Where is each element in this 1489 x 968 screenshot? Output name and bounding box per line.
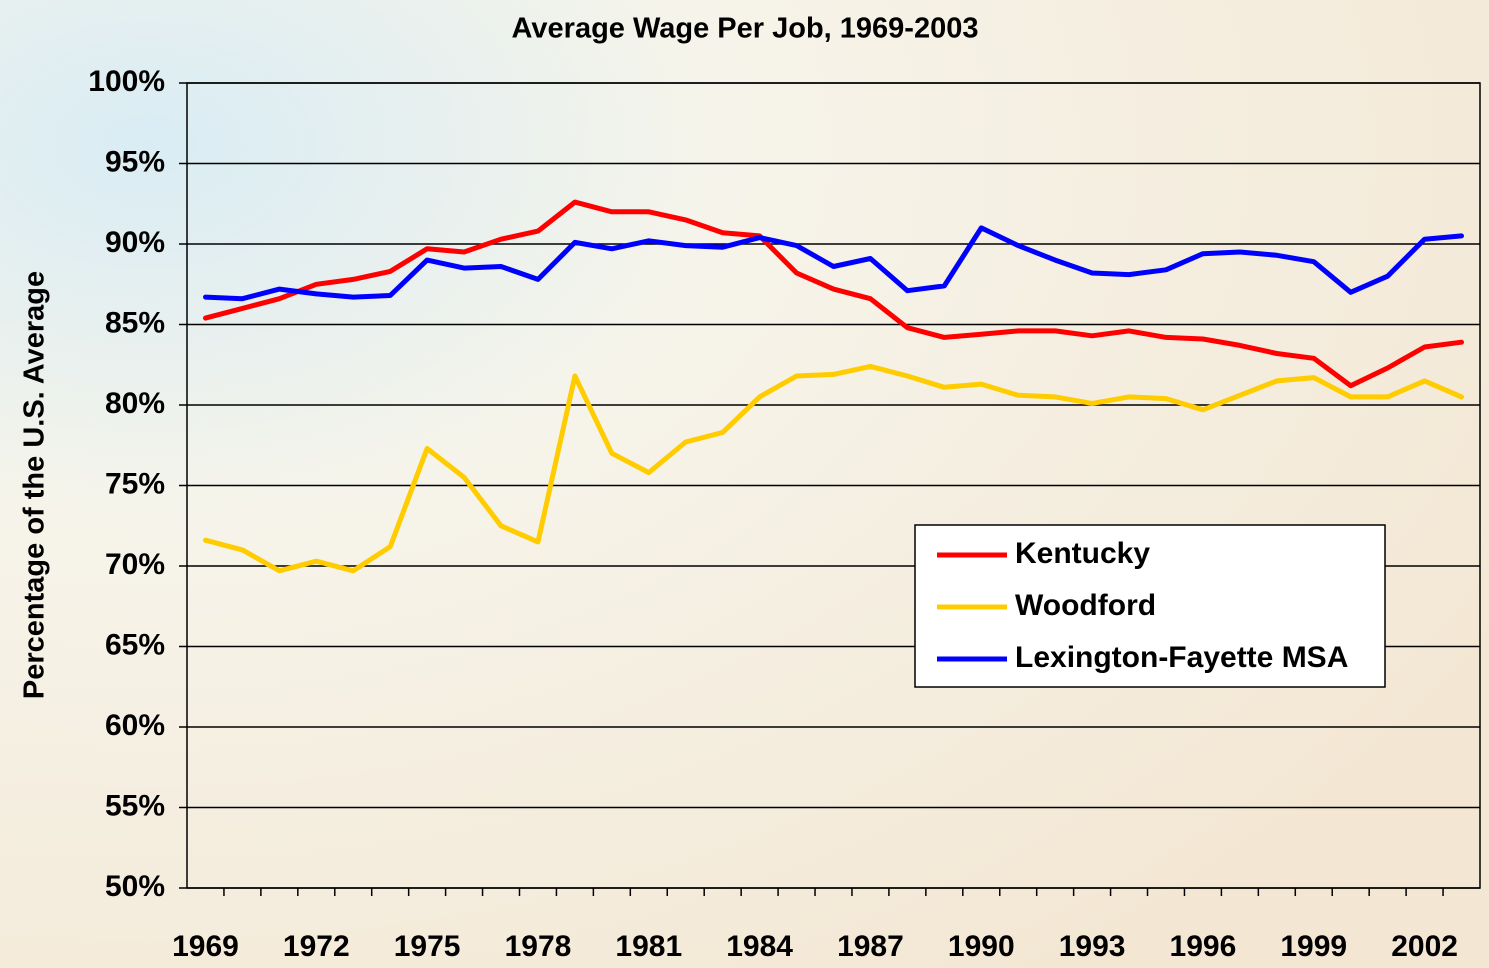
legend-label: Woodford xyxy=(1015,589,1156,622)
y-axis-label: Percentage of the U.S. Average xyxy=(19,271,51,699)
y-tick-label: 90% xyxy=(105,226,165,259)
y-tick-label: 60% xyxy=(105,709,165,742)
x-tick-label: 1984 xyxy=(726,930,793,963)
x-tick-label: 1993 xyxy=(1059,930,1126,963)
y-tick-label: 80% xyxy=(105,387,165,420)
x-tick-label: 1999 xyxy=(1280,930,1347,963)
x-tick-label: 1981 xyxy=(615,930,682,963)
chart-title: Average Wage Per Job, 1969-2003 xyxy=(512,13,979,45)
plot-frame xyxy=(186,82,1481,889)
x-tick-label: 1969 xyxy=(172,930,239,963)
x-tick-label: 1990 xyxy=(948,930,1015,963)
legend-label: Lexington-Fayette MSA xyxy=(1015,641,1348,674)
x-tick-label: 1987 xyxy=(837,930,904,963)
y-tick-label: 95% xyxy=(105,145,165,178)
line xyxy=(203,363,1464,574)
y-tick-label: 85% xyxy=(105,306,165,339)
x-tick-label: 1978 xyxy=(505,930,572,963)
y-tick-label: 65% xyxy=(105,628,165,661)
x-tick-label: 1972 xyxy=(283,930,350,963)
x-tick-label: 2002 xyxy=(1391,930,1458,963)
x-tick-label: 1996 xyxy=(1170,930,1237,963)
x-tick-label: 1975 xyxy=(394,930,461,963)
y-tick-label: 75% xyxy=(105,467,165,500)
legend-label: Kentucky xyxy=(1015,537,1150,570)
y-tick-label: 100% xyxy=(88,65,165,98)
line xyxy=(203,199,1464,389)
line xyxy=(203,225,1464,302)
y-tick-label: 50% xyxy=(105,870,165,903)
y-tick-label: 55% xyxy=(105,789,165,822)
y-tick-label: 70% xyxy=(105,548,165,581)
